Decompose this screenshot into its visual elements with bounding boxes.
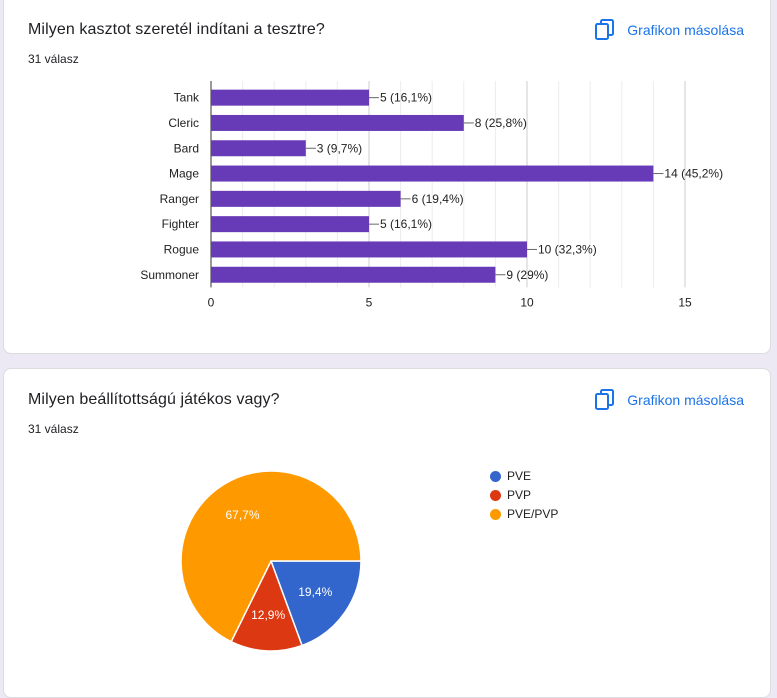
bar xyxy=(211,114,464,131)
x-tick-label: 10 xyxy=(520,295,534,309)
pie-slice xyxy=(180,470,362,643)
legend-label: PVE xyxy=(507,469,532,483)
data-label: 5 (16,1%) xyxy=(380,217,432,231)
slice-label: 19,4% xyxy=(298,585,332,599)
x-tick-label: 15 xyxy=(678,295,692,309)
bar xyxy=(211,266,496,283)
legend-item: PVE/PVP xyxy=(490,507,558,521)
pie-slice xyxy=(269,560,362,647)
bar xyxy=(211,140,306,157)
data-label: 10 (32,3%) xyxy=(538,242,597,256)
question-card-alignment: Milyen beállítottságú játékos vagy? 31 v… xyxy=(3,368,771,698)
legend-label: PVP xyxy=(507,488,532,502)
category-label: Cleric xyxy=(168,116,199,130)
data-label: 8 (25,8%) xyxy=(475,116,527,130)
copy-chart-button[interactable]: Grafikon másolása xyxy=(595,19,744,41)
bar xyxy=(211,165,654,182)
legend-color-swatch xyxy=(490,489,501,501)
response-count: 31 válasz xyxy=(28,52,79,66)
bar xyxy=(211,241,527,258)
copy-icon xyxy=(595,19,615,41)
category-label: Fighter xyxy=(162,217,199,231)
data-label: 5 (16,1%) xyxy=(380,91,432,105)
pie-chart: 19,4% 12,9% 67,7% xyxy=(180,470,362,652)
slice-label: 12,9% xyxy=(251,608,285,622)
data-label: 3 (9,7%) xyxy=(317,141,362,155)
bar xyxy=(211,190,401,207)
response-count: 31 válasz xyxy=(28,422,79,436)
legend-item: PVE xyxy=(490,469,531,483)
bar xyxy=(211,216,369,233)
bar-chart: Tank 5 (16,1%) Cleric 8 (25,8%) Bard 3 (9,7%)… xyxy=(140,81,723,309)
category-label: Summoner xyxy=(140,268,199,282)
category-label: Mage xyxy=(169,167,199,181)
copy-chart-label: Grafikon másolása xyxy=(627,22,744,38)
category-label: Rogue xyxy=(164,242,200,256)
copy-chart-label: Grafikon másolása xyxy=(627,392,744,408)
question-title: Milyen kasztot szeretél indítani a teszt… xyxy=(28,21,325,38)
x-tick-label: 0 xyxy=(208,295,215,309)
data-label: 14 (45,2%) xyxy=(664,167,723,181)
slice-label: 67,7% xyxy=(225,508,259,522)
category-label: Ranger xyxy=(160,192,199,206)
legend-item: PVP xyxy=(490,488,531,502)
legend-color-swatch xyxy=(490,508,501,520)
copy-chart-button[interactable]: Grafikon másolása xyxy=(595,389,744,411)
pie-slice xyxy=(230,559,303,652)
question-card-class: Milyen kasztot szeretél indítani a teszt… xyxy=(3,0,771,354)
data-label: 9 (29%) xyxy=(506,268,548,282)
x-tick-label: 5 xyxy=(366,295,373,309)
category-label: Tank xyxy=(174,91,200,105)
bar xyxy=(211,89,369,106)
copy-icon xyxy=(595,389,615,411)
legend-label: PVE/PVP xyxy=(507,507,559,521)
category-label: Bard xyxy=(174,141,199,155)
legend-color-swatch xyxy=(490,470,501,482)
data-label: 6 (19,4%) xyxy=(412,192,464,206)
question-title: Milyen beállítottságú játékos vagy? xyxy=(28,391,280,408)
